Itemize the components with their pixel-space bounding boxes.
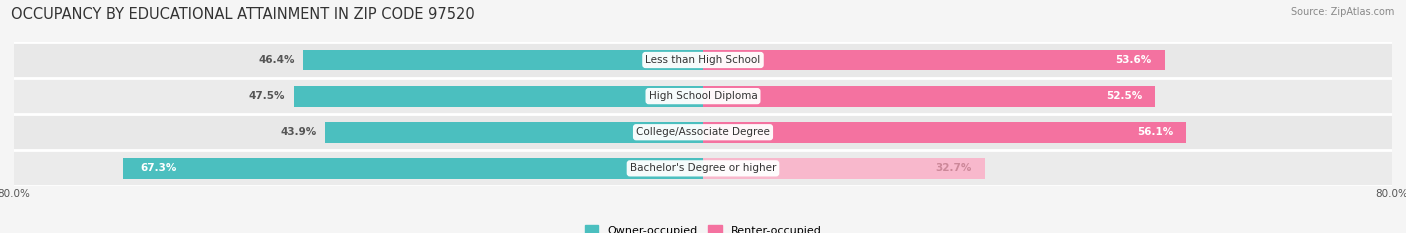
Text: 47.5%: 47.5% xyxy=(249,91,285,101)
Bar xyxy=(14,150,1392,186)
Bar xyxy=(304,50,703,70)
Bar xyxy=(14,114,1392,150)
Text: College/Associate Degree: College/Associate Degree xyxy=(636,127,770,137)
Text: High School Diploma: High School Diploma xyxy=(648,91,758,101)
Text: 46.4%: 46.4% xyxy=(259,55,295,65)
Bar xyxy=(294,86,703,106)
Bar xyxy=(124,158,703,179)
Text: 67.3%: 67.3% xyxy=(141,163,177,173)
Bar xyxy=(325,122,703,143)
Text: OCCUPANCY BY EDUCATIONAL ATTAINMENT IN ZIP CODE 97520: OCCUPANCY BY EDUCATIONAL ATTAINMENT IN Z… xyxy=(11,7,475,22)
Bar xyxy=(14,78,1392,114)
Text: Bachelor's Degree or higher: Bachelor's Degree or higher xyxy=(630,163,776,173)
Bar xyxy=(703,86,1156,106)
Legend: Owner-occupied, Renter-occupied: Owner-occupied, Renter-occupied xyxy=(585,225,821,233)
Text: 52.5%: 52.5% xyxy=(1107,91,1142,101)
Bar xyxy=(703,50,1164,70)
Text: Source: ZipAtlas.com: Source: ZipAtlas.com xyxy=(1291,7,1395,17)
Bar xyxy=(14,42,1392,78)
Text: Less than High School: Less than High School xyxy=(645,55,761,65)
Bar xyxy=(703,158,984,179)
Text: 32.7%: 32.7% xyxy=(935,163,972,173)
Text: 56.1%: 56.1% xyxy=(1137,127,1173,137)
Text: 53.6%: 53.6% xyxy=(1115,55,1152,65)
Bar xyxy=(703,122,1187,143)
Text: 43.9%: 43.9% xyxy=(280,127,316,137)
